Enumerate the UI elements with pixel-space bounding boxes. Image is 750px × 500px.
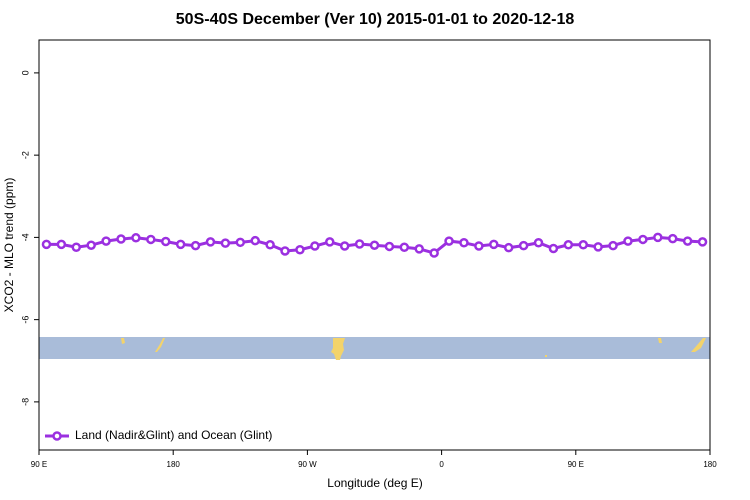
point [41, 239, 52, 250]
point [533, 237, 544, 248]
plot-frame [38, 39, 711, 451]
point [653, 232, 663, 243]
point [354, 239, 365, 249]
point [489, 239, 499, 250]
x-tick-label: 0 [439, 460, 444, 469]
point [474, 241, 484, 251]
point [295, 244, 305, 255]
point [697, 237, 708, 247]
point [414, 244, 424, 254]
point [325, 237, 335, 247]
point [235, 237, 246, 248]
point [310, 241, 320, 251]
point [563, 240, 574, 250]
y-tick-label: 0 [20, 70, 30, 75]
x-tick-label: 180 [703, 460, 717, 469]
point [146, 234, 156, 245]
y-tick-label: -6 [20, 316, 30, 324]
point [503, 242, 514, 253]
x-tick-label: 90 W [298, 460, 317, 469]
point [369, 240, 380, 250]
point [444, 236, 454, 246]
point [682, 236, 693, 246]
point [623, 236, 633, 246]
point [116, 234, 126, 244]
x-axis-label: Longitude (deg E) [327, 476, 422, 490]
x-tick-label: 90 E [31, 460, 47, 469]
legend-label: Land (Nadir&Glint) and Ocean (Glint) [75, 428, 272, 442]
point [518, 240, 529, 251]
point [638, 234, 648, 245]
x-tick-label: 90 E [568, 460, 584, 469]
point [578, 240, 589, 250]
point [399, 242, 410, 253]
point [160, 236, 171, 247]
point [339, 241, 350, 251]
point [205, 237, 216, 247]
point [190, 240, 201, 251]
point [608, 240, 618, 251]
y-tick-label: -4 [20, 233, 30, 241]
point [429, 248, 439, 258]
legend-marker [52, 431, 62, 441]
point [280, 246, 290, 256]
point [131, 233, 141, 243]
point [459, 237, 469, 248]
point [548, 243, 559, 254]
chart-title: 50S-40S December (Ver 10) 2015-01-01 to … [176, 11, 575, 28]
point [101, 236, 111, 246]
point [71, 242, 82, 253]
point [384, 241, 395, 252]
y-axis-label: XCO2 - MLO trend (ppm) [2, 178, 16, 313]
point [86, 240, 96, 250]
map-strip [39, 337, 710, 360]
x-tick-label: 180 [167, 460, 181, 469]
point [265, 240, 275, 250]
y-tick-label: -8 [20, 398, 30, 406]
point [667, 233, 678, 244]
point [250, 235, 260, 246]
point [593, 242, 603, 252]
point [220, 238, 231, 248]
point [175, 239, 186, 250]
y-tick-label: -2 [20, 151, 30, 159]
point [56, 239, 67, 250]
